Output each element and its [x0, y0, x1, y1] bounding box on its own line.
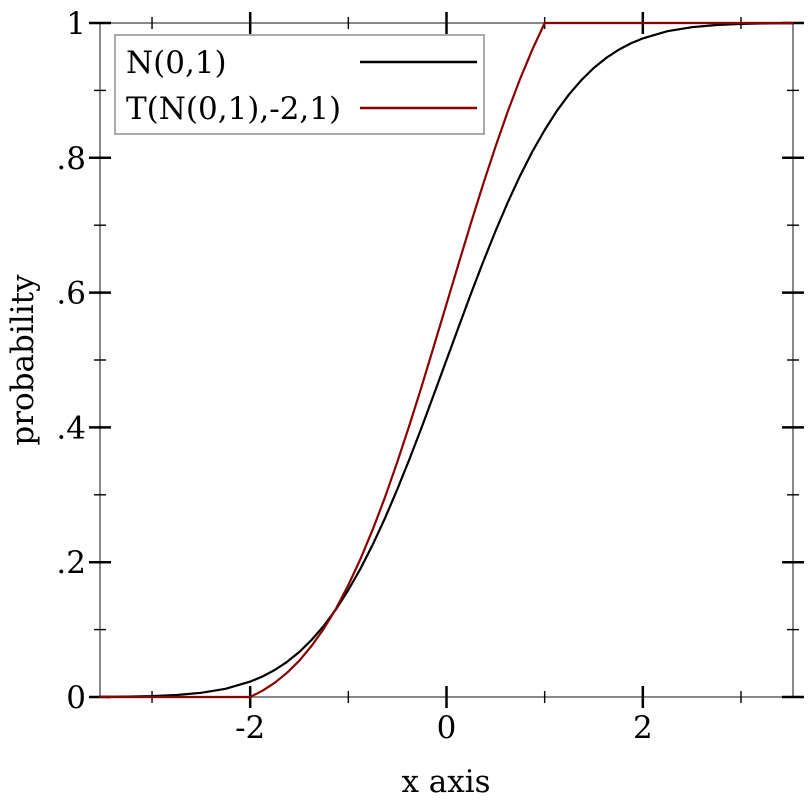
y-tick-label: .8: [56, 141, 86, 177]
legend-box: [114, 34, 485, 135]
series-lines: [98, 21, 795, 699]
series-line-1: [98, 21, 795, 699]
axis-ticks: -2 0 2 0 .2 .4 .6 .8 1: [56, 6, 804, 746]
x-axis-label: x axis: [401, 764, 490, 800]
y-tick-label: .2: [56, 545, 86, 581]
x-tick-label: -2: [235, 710, 265, 746]
x-tick-label: 2: [633, 710, 653, 746]
legend: N(0,1) T(N(0,1),-2,1): [114, 34, 485, 135]
y-tick-label: 1: [66, 6, 86, 42]
y-tick-label: .4: [56, 410, 86, 446]
y-axis-label: probability: [5, 274, 41, 446]
legend-label-normal: N(0,1): [126, 45, 227, 81]
y-tick-label: 0: [66, 680, 86, 716]
legend-label-truncated: T(N(0,1),-2,1): [126, 91, 341, 127]
y-tick-label: .6: [56, 276, 86, 312]
x-tick-label: 0: [437, 710, 457, 746]
series-line-0: [98, 22, 795, 699]
